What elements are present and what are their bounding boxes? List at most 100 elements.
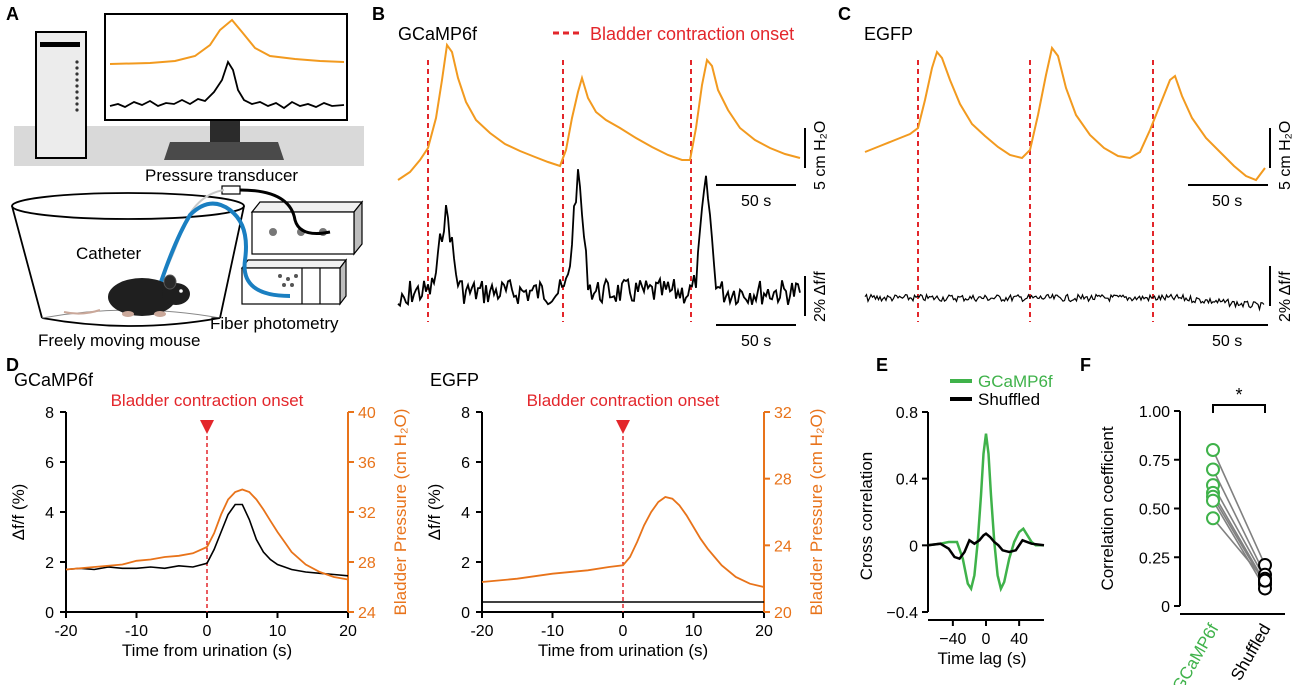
panel-letter-f: F <box>1080 355 1091 375</box>
label-pressure-transducer: Pressure transducer <box>145 166 298 185</box>
monitor-signal-trace <box>109 59 345 110</box>
series-line-pressure <box>65 488 349 581</box>
x-tick-label: 40 <box>1010 631 1028 648</box>
transducer-icon <box>221 185 241 195</box>
monitor-icon <box>104 13 348 160</box>
y2-tick-label: 24 <box>358 605 376 622</box>
y-tick-label: 2 <box>461 555 470 572</box>
y2-tick-label: 24 <box>774 538 792 555</box>
significance-bracket <box>1212 404 1266 413</box>
y-tick-label: 0.50 <box>1139 502 1170 519</box>
pair-line <box>1212 500 1266 589</box>
x-tick-label: 0 <box>619 623 628 640</box>
y2-tick-label: 28 <box>358 555 376 572</box>
panel-letter-c: C <box>838 4 851 24</box>
x-tick-label: 20 <box>755 623 773 640</box>
x-axis-label: Time from urination (s) <box>538 641 708 660</box>
x-tick-label: 0 <box>203 623 212 640</box>
x-axis-label: Time from urination (s) <box>122 641 292 660</box>
optical-fiber <box>158 201 291 298</box>
mouse-icon <box>63 274 190 317</box>
significance-marker: * <box>1235 385 1242 405</box>
x-tick-label: -10 <box>125 623 148 640</box>
monitor-pressure-trace <box>109 18 345 65</box>
photometry-box-icon <box>240 258 348 306</box>
panel-c: C EGFP 5 cm H₂O 50 s 2% Δf/f 50 s <box>838 4 1294 350</box>
c-signal-scale-label: 2% Δf/f <box>1277 271 1294 322</box>
onset-arrow-icon <box>200 420 214 434</box>
chart-title: GCaMP6f <box>14 370 94 390</box>
chart-f-correlation-coefficient: 0 0.25 0.50 0.75 1.00 Correlation coefficient… <box>1098 385 1285 685</box>
x-tick-label: −40 <box>939 631 966 648</box>
y2-tick-label: 32 <box>774 405 792 422</box>
b-time-scale-label-2: 50 s <box>741 333 771 350</box>
legend-label-gcamp6f: GCaMP6f <box>978 372 1053 391</box>
y2-tick-label: 32 <box>358 505 376 522</box>
panel-letter-b: B <box>372 4 385 24</box>
y-tick-label: 8 <box>45 405 54 422</box>
y-tick-label: 1.00 <box>1139 404 1170 421</box>
y-tick-label: 0.4 <box>896 472 918 489</box>
x-tick-label: 10 <box>685 623 703 640</box>
x-tick-label: 10 <box>269 623 287 640</box>
label-fiber-photometry: Fiber photometry <box>210 314 339 333</box>
y-tick-label: 0 <box>909 538 918 555</box>
c-pressure-trace <box>864 45 1266 182</box>
x-category-label: GCaMP6f <box>1169 620 1223 685</box>
point-gcamp6f <box>1206 462 1220 477</box>
y2-tick-label: 40 <box>358 405 376 422</box>
legend-onset-label: Bladder contraction onset <box>590 24 794 44</box>
point-gcamp6f <box>1206 511 1220 526</box>
y2-axis-label: Bladder Pressure (cm H₂O) <box>807 409 826 616</box>
legend-label-shuffled: Shuffled <box>978 390 1040 409</box>
onset-annotation: Bladder contraction onset <box>527 391 720 410</box>
y-tick-label: 6 <box>461 455 470 472</box>
y-tick-label: 0.75 <box>1139 453 1170 470</box>
x-tick-label: -10 <box>541 623 564 640</box>
x-tick-label: -20 <box>54 623 77 640</box>
pair-line <box>1212 492 1266 584</box>
y-tick-label: 0 <box>1161 599 1170 616</box>
label-catheter: Catheter <box>76 244 142 263</box>
y-axis-label: Correlation coefficient <box>1098 426 1117 590</box>
x-category-label: Shuffled <box>1227 621 1274 684</box>
point-gcamp6f <box>1206 493 1220 508</box>
x-tick-label: 20 <box>339 623 357 640</box>
y-tick-label: 0.25 <box>1139 550 1170 567</box>
point-shuffled <box>1258 573 1272 588</box>
y-tick-label: 4 <box>45 505 54 522</box>
series-line-shuffled <box>927 532 1045 561</box>
panel-c-title: EGFP <box>864 24 913 44</box>
b-signal-trace <box>397 169 801 308</box>
pair-line <box>1212 449 1266 566</box>
b-time-scale-label-1: 50 s <box>741 193 771 210</box>
panel-b-title: GCaMP6f <box>398 24 478 44</box>
y-tick-label: 4 <box>461 505 470 522</box>
y-tick-label: 8 <box>461 405 470 422</box>
y2-axis-label: Bladder Pressure (cm H₂O) <box>391 409 410 616</box>
c-time-scale-label-1: 50 s <box>1212 193 1242 210</box>
c-signal-trace <box>864 292 1265 312</box>
y2-tick-label: 20 <box>774 605 792 622</box>
onset-annotation: Bladder contraction onset <box>111 391 304 410</box>
b-pressure-trace <box>397 42 801 181</box>
y2-tick-label: 28 <box>774 472 792 489</box>
transducer-cable <box>239 188 331 235</box>
b-signal-scale-label: 2% Δf/f <box>812 271 829 322</box>
y-tick-label: 2 <box>45 555 54 572</box>
label-freely-moving-mouse: Freely moving mouse <box>38 331 201 350</box>
pair-line <box>1212 517 1266 582</box>
panel-b: B GCaMP6f Bladder contraction onset 5 cm… <box>372 4 829 350</box>
y-tick-label: 0 <box>461 605 470 622</box>
c-time-scale-label-2: 50 s <box>1212 333 1242 350</box>
onset-arrow-icon <box>616 420 630 434</box>
series-line-dff <box>65 503 349 577</box>
y-axis-label: Cross correlation <box>857 452 876 581</box>
pair-line <box>1212 469 1266 576</box>
series-line-pressure <box>481 496 765 588</box>
chart-title: EGFP <box>430 370 479 390</box>
series-line-gcamp6f <box>927 433 1044 593</box>
